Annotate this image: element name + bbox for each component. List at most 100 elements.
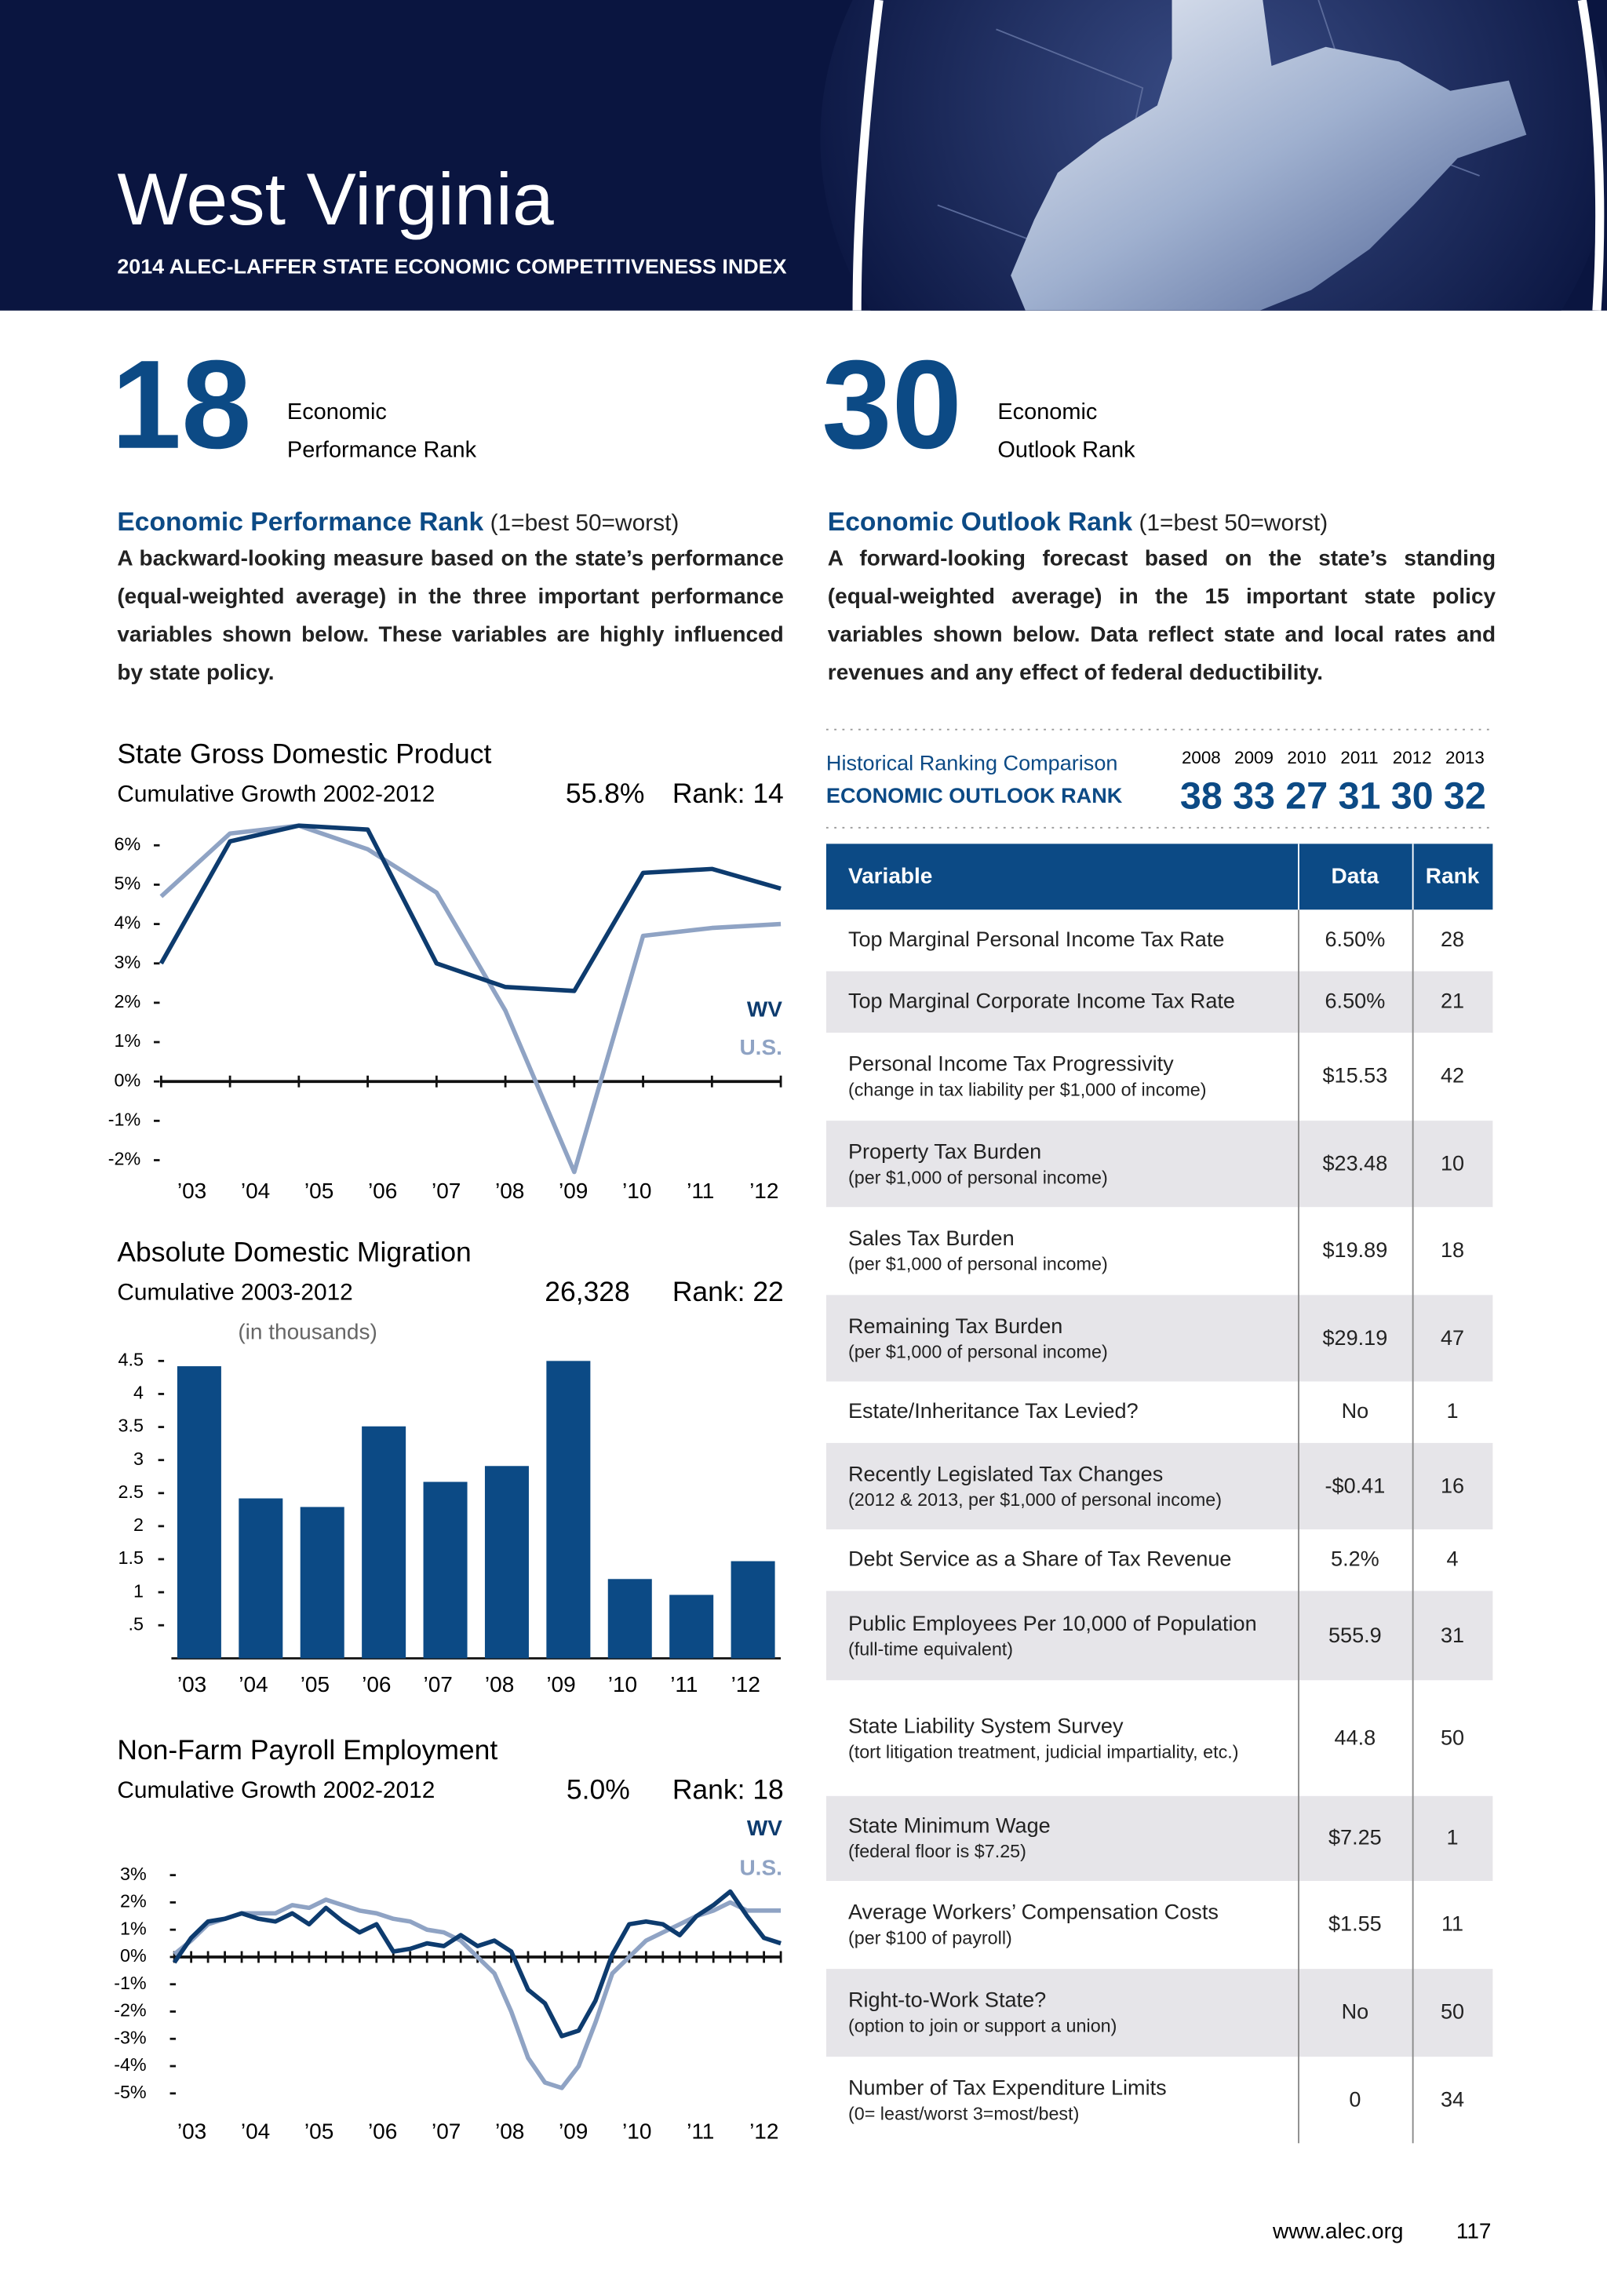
x-tick-label: ’11 [670,1672,698,1696]
series-line [172,1889,782,2039]
x-tick-label: ’09 [559,1179,588,1203]
y-tick-label: -1% [114,1973,147,1993]
bar [423,1481,468,1659]
performance-description: Economic Performance Rank (1=best 50=wor… [117,507,783,693]
column-divider [1298,909,1299,2144]
chart-title: State Gross Domestic Product [117,738,491,770]
variable-name: State Minimum Wage [847,1815,1051,1839]
legend-entry: WV [747,1816,782,1840]
rank-cell: 28 [1440,928,1465,953]
table-row: Estate/Inheritance Tax Levied? No 1 [825,1381,1493,1443]
legend-entry: WV [747,997,782,1022]
page-number: 117 [1456,2219,1492,2243]
variable-note: (2012 & 2013, per $1,000 of personal inc… [847,1489,1223,1510]
bar [731,1561,775,1659]
table-header: Variable Data Rank [825,844,1493,910]
variable-note: (per $1,000 of personal income) [847,1341,1108,1362]
map-frame [852,0,1605,311]
x-tick-label: ’04 [241,1179,270,1203]
variable-cell: Estate/Inheritance Tax Levied? [848,1381,1288,1442]
column-header-text: Rank [1425,864,1480,890]
table-row: Property Tax Burden (per $1,000 of person… [825,1121,1493,1208]
variable-note: (full-time equivalent) [847,1638,1014,1660]
rank-label: Economic [287,399,387,425]
y-tick-label: -2% [114,2000,147,2021]
description-heading: Economic Performance Rank [117,506,484,537]
y-tick-label: -2% [108,1149,141,1169]
bar [239,1498,283,1659]
variable-name: Average Workers’ Compensation Costs [847,1901,1219,1926]
variable-name: Property Tax Burden [847,1140,1042,1164]
series-line [159,823,782,993]
variable-cell: Number of Tax Expenditure Limits (0= leas… [848,2057,1288,2143]
y-tick-label: 2% [115,991,141,1011]
header-map [820,0,1607,311]
table-row: Average Workers’ Compensation Costs (per … [825,1881,1493,1970]
x-tick-label: ’07 [424,1672,453,1696]
rank-cell: 10 [1440,1152,1465,1176]
performance-rank: 18 [111,335,252,476]
variable-note: (0= least/worst 3=most/best) [847,2102,1080,2124]
y-tick-label: 2.5 [118,1481,144,1502]
rank-cell: 31 [1440,1624,1465,1648]
chart-title: Non-Farm Payroll Employment [117,1734,497,1766]
variable-note: (tort litigation treatment, judicial imp… [847,1740,1239,1762]
summary-rank: Rank: 18 [672,1774,784,1806]
data-cell: $1.55 [1328,1913,1382,1937]
rank-cell: 47 [1440,1326,1465,1350]
chart-subtitle: Cumulative 2003-2012 [117,1279,352,1305]
variable-name: Recently Legislated Tax Changes [847,1463,1164,1486]
rank-cell: 42 [1440,1065,1465,1089]
variable-cell: Debt Service as a Share of Tax Revenue [848,1529,1288,1591]
variable-name: Sales Tax Burden [847,1227,1015,1252]
description-body: A backward-looking measure based on the … [117,546,784,686]
variable-note: (change in tax liability per $1,000 of i… [847,1079,1207,1101]
bar [546,1361,591,1659]
x-tick-label: ’11 [687,1179,714,1203]
variable-cell: Top Marginal Personal Income Tax Rate [848,909,1288,971]
data-cell: No [1341,1400,1369,1424]
data-cell: 555.9 [1328,1624,1382,1648]
table-row: Personal Income Tax Progressivity (change… [825,1033,1493,1121]
variable-cell: Recently Legislated Tax Changes (2012 & 2… [848,1443,1288,1529]
data-cell: 44.8 [1334,1726,1376,1751]
variable-cell: Top Marginal Corporate Income Tax Rate [848,971,1288,1033]
summary-value: 26,328 [545,1276,630,1307]
x-tick-label: ’08 [495,1179,524,1203]
series-line [173,1897,782,2090]
x-tick-label: ’05 [301,1672,330,1696]
y-tick-label: 1% [120,1918,147,1938]
x-tick-label: ’09 [559,2119,588,2144]
y-tick-label: 1 [133,1580,144,1601]
y-tick-label: 0% [120,1945,147,1966]
column-header: Variable [848,844,1288,909]
column-header-text: Data [1331,864,1379,890]
variable-note: (per $1,000 of personal income) [847,1254,1108,1275]
variable-name: Remaining Tax Burden [847,1314,1063,1339]
y-tick-label: 2 [133,1514,144,1535]
bar [669,1594,714,1659]
variable-cell: State Minimum Wage (federal floor is $7.2… [848,1796,1288,1881]
rank-cell: 4 [1446,1548,1459,1573]
rank-cell: 34 [1440,2088,1465,2112]
summary-rank: Rank: 22 [672,1276,784,1307]
variable-cell: Property Tax Burden (per $1,000 of person… [848,1121,1288,1207]
data-cell: $29.19 [1322,1326,1388,1350]
rank-cell: 50 [1440,2001,1465,2025]
variable-note: (option to join or support a union) [847,2015,1117,2037]
table-row: Remaining Tax Burden (per $1,000 of perso… [825,1295,1493,1382]
bar [362,1426,406,1659]
outlook-description: Economic Outlook Rank (1=best 50=worst) … [828,507,1496,693]
y-tick-label: 3.5 [118,1416,144,1436]
history-rank: 31 [1339,774,1381,817]
y-tick-label: -4% [114,2054,147,2075]
variable-name: Estate/Inheritance Tax Levied? [847,1400,1139,1424]
data-cell: -$0.41 [1325,1474,1386,1498]
state-title: West Virginia [117,159,553,240]
summary-value: 5.0% [567,1774,630,1806]
description-scale: (1=best 50=worst) [1139,511,1328,537]
data-cell: 0 [1349,2088,1361,2112]
x-tick-label: ’06 [362,1672,391,1696]
